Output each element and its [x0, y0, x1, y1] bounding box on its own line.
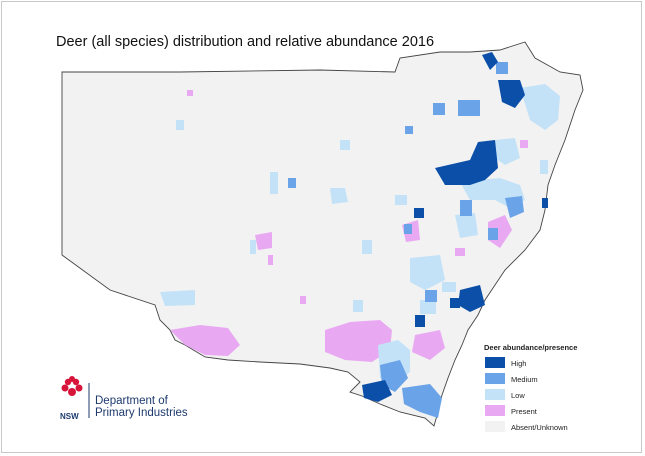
- nsw-logo-text: NSW: [60, 412, 79, 421]
- legend-label-present: Present: [511, 407, 537, 416]
- legend-item-low: Low: [484, 389, 577, 405]
- legend-label-medium: Medium: [511, 375, 538, 384]
- legend-swatch-absent: [485, 421, 505, 432]
- legend-item-high: High: [484, 357, 577, 373]
- department-line-1: Department of: [95, 395, 168, 407]
- legend-swatch-medium: [485, 373, 505, 384]
- legend-label-absent: Absent/Unknown: [511, 423, 568, 432]
- department-line-2: Primary Industries: [95, 407, 188, 419]
- department-name: Department of Primary Industries: [95, 395, 188, 419]
- present-areas: [170, 90, 548, 362]
- legend-item-medium: Medium: [484, 373, 577, 389]
- legend-item-absent: Absent/Unknown: [484, 421, 577, 437]
- legend-label-high: High: [511, 359, 527, 368]
- legend-item-present: Present: [484, 405, 577, 421]
- legend-label-low: Low: [511, 391, 525, 400]
- medium-areas: [288, 62, 524, 418]
- map-title: Deer (all species) distribution and rela…: [56, 34, 435, 50]
- legend-title: Deer abundance/presence: [484, 343, 578, 352]
- legend-swatch-present: [485, 405, 505, 416]
- high-areas: [362, 52, 548, 402]
- nsw-waratah-logo: [61, 376, 90, 418]
- map-legend: Deer abundance/presence High Medium Low …: [484, 343, 577, 437]
- legend-swatch-high: [485, 357, 505, 368]
- legend-swatch-low: [485, 389, 505, 400]
